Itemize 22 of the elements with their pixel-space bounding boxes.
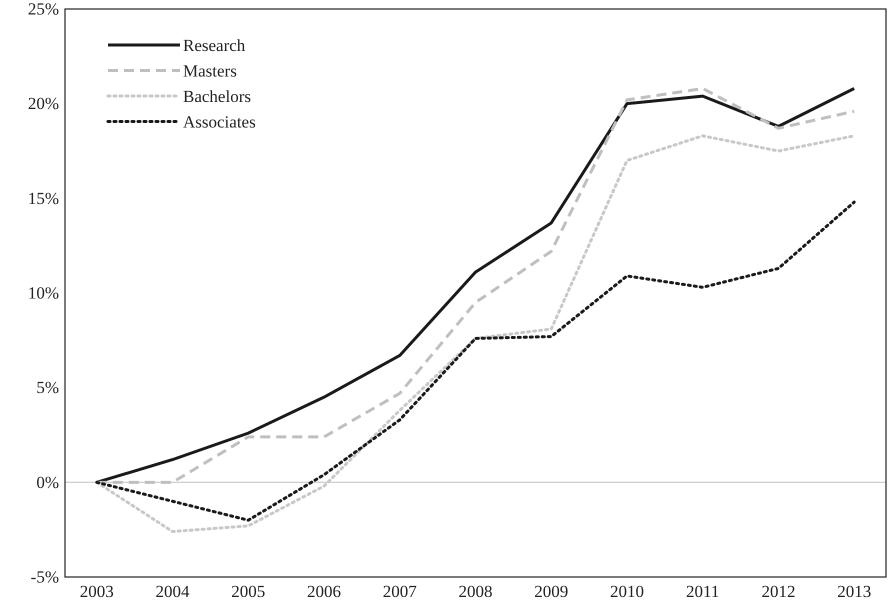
x-tick-label: 2011: [686, 582, 720, 602]
x-tick-label: 2003: [80, 582, 114, 602]
x-tick-label: 2004: [156, 582, 190, 602]
y-tick-label: 5%: [36, 378, 59, 398]
legend-label: Associates: [183, 112, 256, 132]
legend-label: Masters: [183, 61, 237, 80]
y-tick-label: 10%: [28, 283, 59, 302]
legend-label: Bachelors: [183, 86, 251, 106]
y-tick-label: 0%: [36, 472, 59, 492]
x-tick-label: 2010: [610, 582, 644, 602]
y-tick-label: -5%: [30, 567, 59, 586]
y-tick-label: 15%: [28, 188, 59, 208]
x-tick-label: 2005: [231, 582, 266, 602]
x-tick-label: 2006: [307, 582, 342, 602]
x-tick-label: 2008: [458, 582, 492, 602]
x-tick-label: 2012: [761, 582, 796, 602]
legend-label: Research: [183, 36, 246, 55]
x-tick-label: 2013: [837, 582, 872, 602]
y-tick-label: 20%: [28, 94, 59, 114]
x-tick-label: 2009: [534, 582, 568, 602]
x-tick-label: 2007: [382, 582, 418, 602]
y-tick-label: 25%: [28, 0, 59, 18]
